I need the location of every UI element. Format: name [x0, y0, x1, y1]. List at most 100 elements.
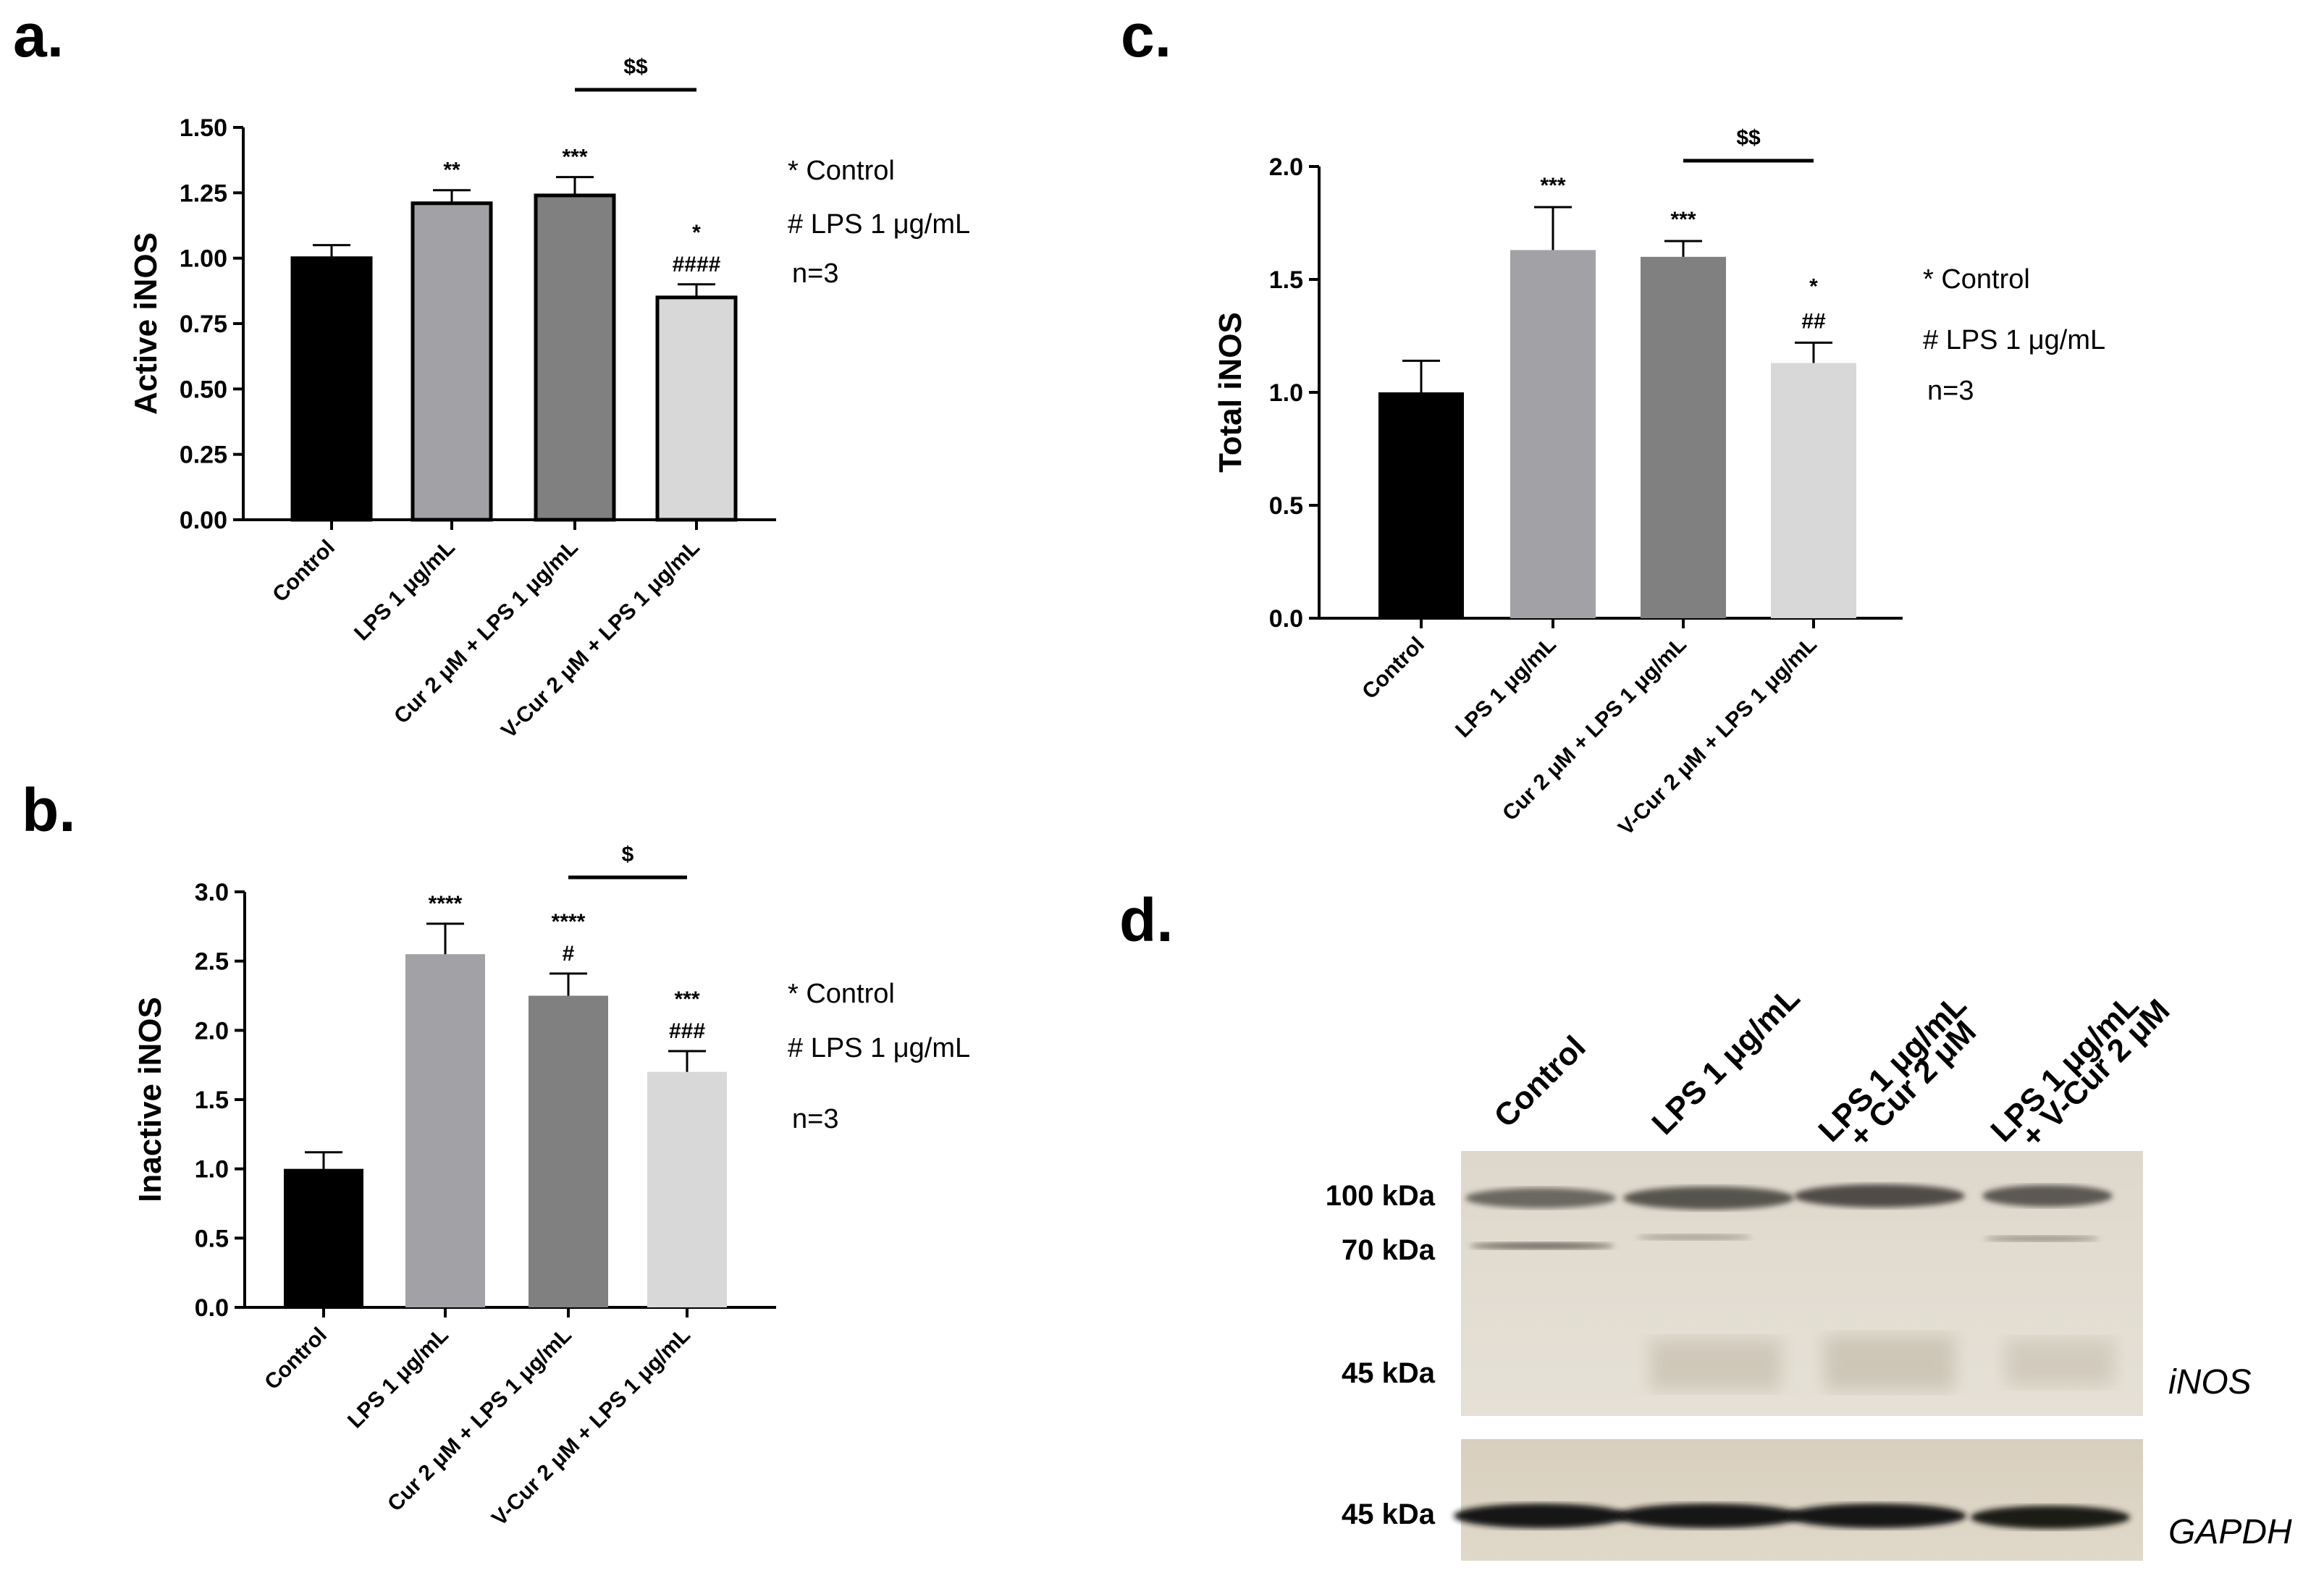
significance-label: ###: [669, 1019, 705, 1043]
y-tick-label: 2.0: [1269, 153, 1303, 181]
blot-lane-labels: Control LPS 1 μg/mL LPS 1 μg/mL+ Cur 2 μM L…: [1487, 980, 2176, 1155]
chart-active-inos: a. Active iNOS 0.00 0.25 0.50 0.75 1.00 1.25 1.…: [13, 1, 970, 743]
significance-label: ***: [562, 146, 587, 169]
bar: [1641, 256, 1726, 618]
y-tick-label: 0.50: [180, 376, 227, 403]
y-tick-label: 0.75: [180, 311, 227, 338]
y-tick-label: 0.25: [180, 442, 227, 469]
y-axis-title: Active iNOS: [128, 232, 164, 415]
legend-entry: n=3: [1927, 376, 1974, 406]
band-inos-70kda-lps: [1636, 1234, 1752, 1240]
y-tick-label: 1.5: [195, 1087, 229, 1114]
y-tick-label: 0.5: [195, 1225, 229, 1252]
band-inos-70kda-control: [1470, 1242, 1614, 1249]
panel-letter-d: d.: [1119, 886, 1174, 954]
y-axis-title: Inactive iNOS: [132, 997, 168, 1202]
blot-bands-gapdh: [1454, 1504, 2130, 1529]
panel-letter-c: c.: [1121, 1, 1171, 69]
protein-label-gapdh: GAPDH: [2168, 1513, 2292, 1551]
blot-lane-label: Control: [1487, 1029, 1592, 1134]
x-tick-label: LPS 1 μg/mL: [343, 1323, 453, 1433]
band-gapdh-vcur: [1971, 1506, 2130, 1529]
bar: [534, 193, 616, 522]
bar: [405, 954, 485, 1307]
band-inos-100kda-lps: [1623, 1186, 1794, 1210]
band-inos-70kda-vcur: [1984, 1236, 2100, 1241]
bar: [1378, 392, 1464, 618]
y-tick-label: 0.5: [1269, 492, 1303, 520]
significance-label: ***: [674, 987, 699, 1011]
chart-inactive-inos: b. Inactive iNOS 0.0 0.5 1.0 1.5 2.0 2.5 3.0 Con…: [22, 776, 970, 1530]
blot-lane-label: LPS 1 μg/mL: [1645, 980, 1806, 1142]
y-tick-label: 1.50: [180, 114, 227, 142]
panel-letter-b: b.: [22, 776, 76, 844]
legend-entry: n=3: [792, 1104, 838, 1134]
legend-entry: * Control: [1923, 264, 2030, 295]
y-axis-title: Total iNOS: [1213, 312, 1248, 473]
y-tick-label: 1.5: [1269, 266, 1303, 294]
y-tick-label: 2.5: [195, 948, 229, 976]
smear-inos-45kda-vcur: [2005, 1339, 2114, 1386]
smear-inos-45kda-cur: [1824, 1336, 1955, 1390]
marker-70kda: 70 kDa: [1342, 1234, 1436, 1266]
x-tick-label: LPS 1 μg/mL: [350, 536, 460, 646]
band-inos-100kda-cur: [1794, 1184, 1965, 1207]
band-gapdh-control: [1454, 1504, 1628, 1528]
marker-45kda-bottom: 45 kDa: [1342, 1498, 1436, 1530]
y-tick-label: 1.0: [1269, 379, 1303, 407]
x-tick-label: LPS 1 μg/mL: [1451, 633, 1561, 743]
y-tick-label: 1.00: [180, 245, 227, 273]
significance-label: #: [563, 942, 575, 966]
y-tick-label: 0.0: [1269, 605, 1303, 633]
y-tick-label: 2.0: [195, 1017, 229, 1045]
comparison-label: $$: [623, 55, 648, 79]
y-tick-label: 0.0: [195, 1294, 229, 1322]
significance-label: ####: [673, 253, 721, 277]
significance-label: ****: [429, 892, 463, 916]
x-tick-label: V-Cur 2 μM + LPS 1 μg/mL: [497, 536, 704, 743]
bar: [284, 1168, 363, 1307]
protein-label-inos: iNOS: [2168, 1363, 2252, 1401]
x-tick-label: Control: [1357, 633, 1429, 704]
y-tick-label: 0.00: [180, 507, 227, 534]
bar: [655, 295, 738, 522]
comparison-label: $$: [1736, 126, 1761, 150]
significance-label: **: [443, 159, 460, 182]
significance-label: ***: [1670, 208, 1696, 232]
bar: [529, 995, 608, 1307]
legend-entry: # LPS 1 μg/mL: [1923, 325, 2105, 355]
band-gapdh-lps: [1616, 1504, 1801, 1528]
blot-membrane-gapdh: [1461, 1439, 2143, 1561]
smear-inos-45kda-lps: [1651, 1339, 1781, 1390]
band-gapdh-cur: [1787, 1504, 1966, 1528]
y-tick-label: 1.25: [180, 180, 227, 207]
panel-letter-a: a.: [13, 1, 64, 69]
x-tick-label: Control: [268, 536, 340, 607]
comparison-label: $: [622, 843, 634, 867]
bar: [1510, 250, 1596, 618]
legend-entry: # LPS 1 μg/mL: [788, 209, 970, 240]
chart-total-inos: c. Total iNOS 0.0 0.5 1.0 1.5 2.0 Control *** LP…: [1121, 1, 2105, 840]
legend-entry: * Control: [788, 156, 895, 186]
significance-label: *: [1809, 274, 1818, 298]
bar: [411, 201, 493, 522]
band-inos-100kda-control: [1465, 1188, 1616, 1208]
y-tick-label: 3.0: [195, 879, 229, 906]
bar: [1771, 363, 1856, 618]
western-blot-panel: d. Control LPS 1 μg/mL LPS 1 μg/mL+ Cur 2 …: [1119, 886, 2292, 1561]
x-tick-label: V-Cur 2 μM + LPS 1 μg/mL: [487, 1323, 695, 1531]
blot-bands-inos: [1465, 1184, 2114, 1390]
significance-label: ##: [1801, 309, 1826, 333]
marker-100kda: 100 kDa: [1326, 1180, 1436, 1212]
legend-entry: * Control: [788, 979, 895, 1009]
band-inos-100kda-vcur: [1982, 1185, 2113, 1207]
x-tick-label: Control: [260, 1323, 332, 1395]
significance-label: ***: [1540, 174, 1565, 198]
significance-label: ****: [552, 910, 586, 934]
significance-label: *: [692, 221, 701, 245]
bar: [290, 256, 373, 522]
legend-entry: # LPS 1 μg/mL: [788, 1033, 970, 1063]
bar: [647, 1071, 727, 1307]
y-tick-label: 1.0: [195, 1156, 229, 1184]
